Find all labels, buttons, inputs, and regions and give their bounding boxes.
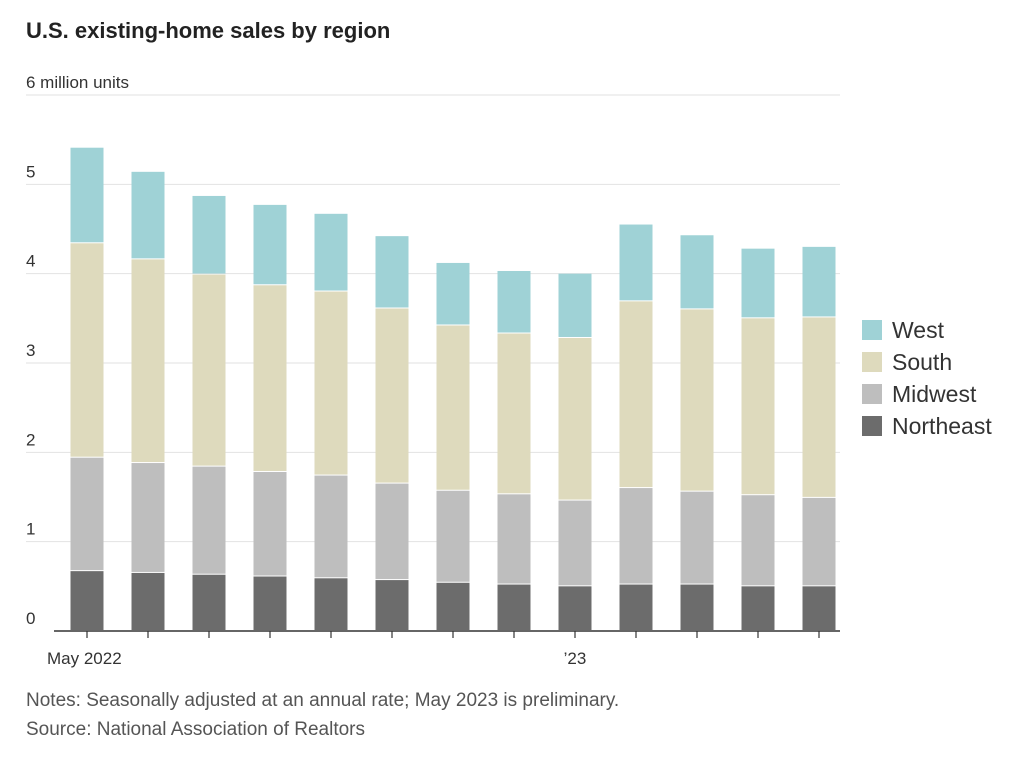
bar-segment-south [314, 291, 348, 475]
y-tick-label: 1 [26, 520, 35, 539]
y-tick-label: 2 [26, 430, 35, 449]
y-tick-label: 5 [26, 162, 35, 181]
x-tick-label: ’23 [564, 649, 587, 668]
bar-segment-south [558, 337, 592, 500]
notes-text: Notes: Seasonally adjusted at an annual … [26, 690, 620, 711]
bar-segment-south [253, 285, 287, 471]
bar-segment-west [497, 270, 531, 333]
legend-swatch [862, 416, 882, 436]
legend-item-northeast: Northeast [862, 410, 992, 442]
legend-swatch [862, 352, 882, 372]
bar-segment-northeast [314, 578, 348, 630]
source-text: Source: National Association of Realtors [26, 719, 366, 740]
bar-segment-west [375, 236, 409, 308]
bar-segment-northeast [802, 586, 836, 630]
bar-segment-south [375, 308, 409, 483]
legend-label: Northeast [892, 412, 992, 439]
bar-segment-northeast [70, 571, 104, 630]
bar-segment-west [680, 235, 714, 309]
legend-item-west: West [862, 314, 992, 346]
bar-segment-west [70, 147, 104, 243]
bar-segment-west [619, 224, 653, 301]
bar-segment-south [192, 274, 226, 466]
bar-segment-south [619, 301, 653, 488]
bar-segment-south [131, 259, 165, 463]
bar-segment-south [497, 333, 531, 494]
chart-legend: West South Midwest Northeast [862, 314, 992, 442]
bar-segment-northeast [741, 586, 775, 630]
bar-segment-west [131, 171, 165, 259]
bar-segment-midwest [558, 500, 592, 586]
bar-segment-south [680, 309, 714, 491]
legend-swatch [862, 320, 882, 340]
legend-item-south: South [862, 346, 992, 378]
bar-segment-west [802, 246, 836, 317]
bar-segment-northeast [375, 580, 409, 630]
bar-segment-west [558, 273, 592, 337]
bar-segment-northeast [558, 586, 592, 630]
legend-label: South [892, 348, 953, 375]
bar-segment-northeast [253, 576, 287, 630]
bar-segment-midwest [741, 495, 775, 586]
x-tick-label: May 2022 [47, 649, 122, 668]
legend-label: West [892, 316, 944, 343]
y-tick-label: 6 million units [26, 73, 129, 92]
bar-segment-south [436, 325, 470, 490]
legend-item-midwest: Midwest [862, 378, 992, 410]
bar-segment-south [802, 317, 836, 497]
bar-segment-northeast [192, 574, 226, 630]
bar-segment-midwest [436, 490, 470, 582]
bar-segment-midwest [680, 491, 714, 584]
bar-segment-west [192, 195, 226, 274]
bar-segment-west [314, 213, 348, 291]
bar-segment-midwest [253, 471, 287, 576]
bar-segment-midwest [375, 483, 409, 580]
bar-segment-midwest [497, 494, 531, 584]
bar-segment-northeast [680, 584, 714, 630]
bar-segment-south [741, 318, 775, 495]
stacked-bar-chart: 0 1 2 3 4 5 6 million units May 2022 ’23 [26, 73, 840, 668]
bar-segment-midwest [131, 463, 165, 572]
bar-segment-south [70, 243, 104, 457]
bar-segment-northeast [497, 584, 531, 630]
legend-label: Midwest [892, 380, 977, 407]
bar-segment-west [436, 262, 470, 325]
bar-segment-midwest [192, 466, 226, 574]
y-tick-label: 4 [26, 252, 35, 271]
bar-segment-midwest [802, 497, 836, 586]
bar-segment-midwest [70, 457, 104, 571]
bar-segment-northeast [131, 572, 165, 630]
chart-footnotes: Notes: Seasonally adjusted at an annual … [26, 686, 619, 744]
legend-swatch [862, 384, 882, 404]
bar-segment-midwest [619, 488, 653, 584]
bar-segment-west [741, 248, 775, 318]
chart-title: U.S. existing-home sales by region [26, 18, 391, 43]
bar-segment-northeast [436, 582, 470, 630]
y-tick-label: 3 [26, 341, 35, 360]
y-tick-label: 0 [26, 609, 35, 628]
bar-segment-west [253, 204, 287, 285]
bar-segment-midwest [314, 475, 348, 578]
bar-segment-northeast [619, 584, 653, 630]
